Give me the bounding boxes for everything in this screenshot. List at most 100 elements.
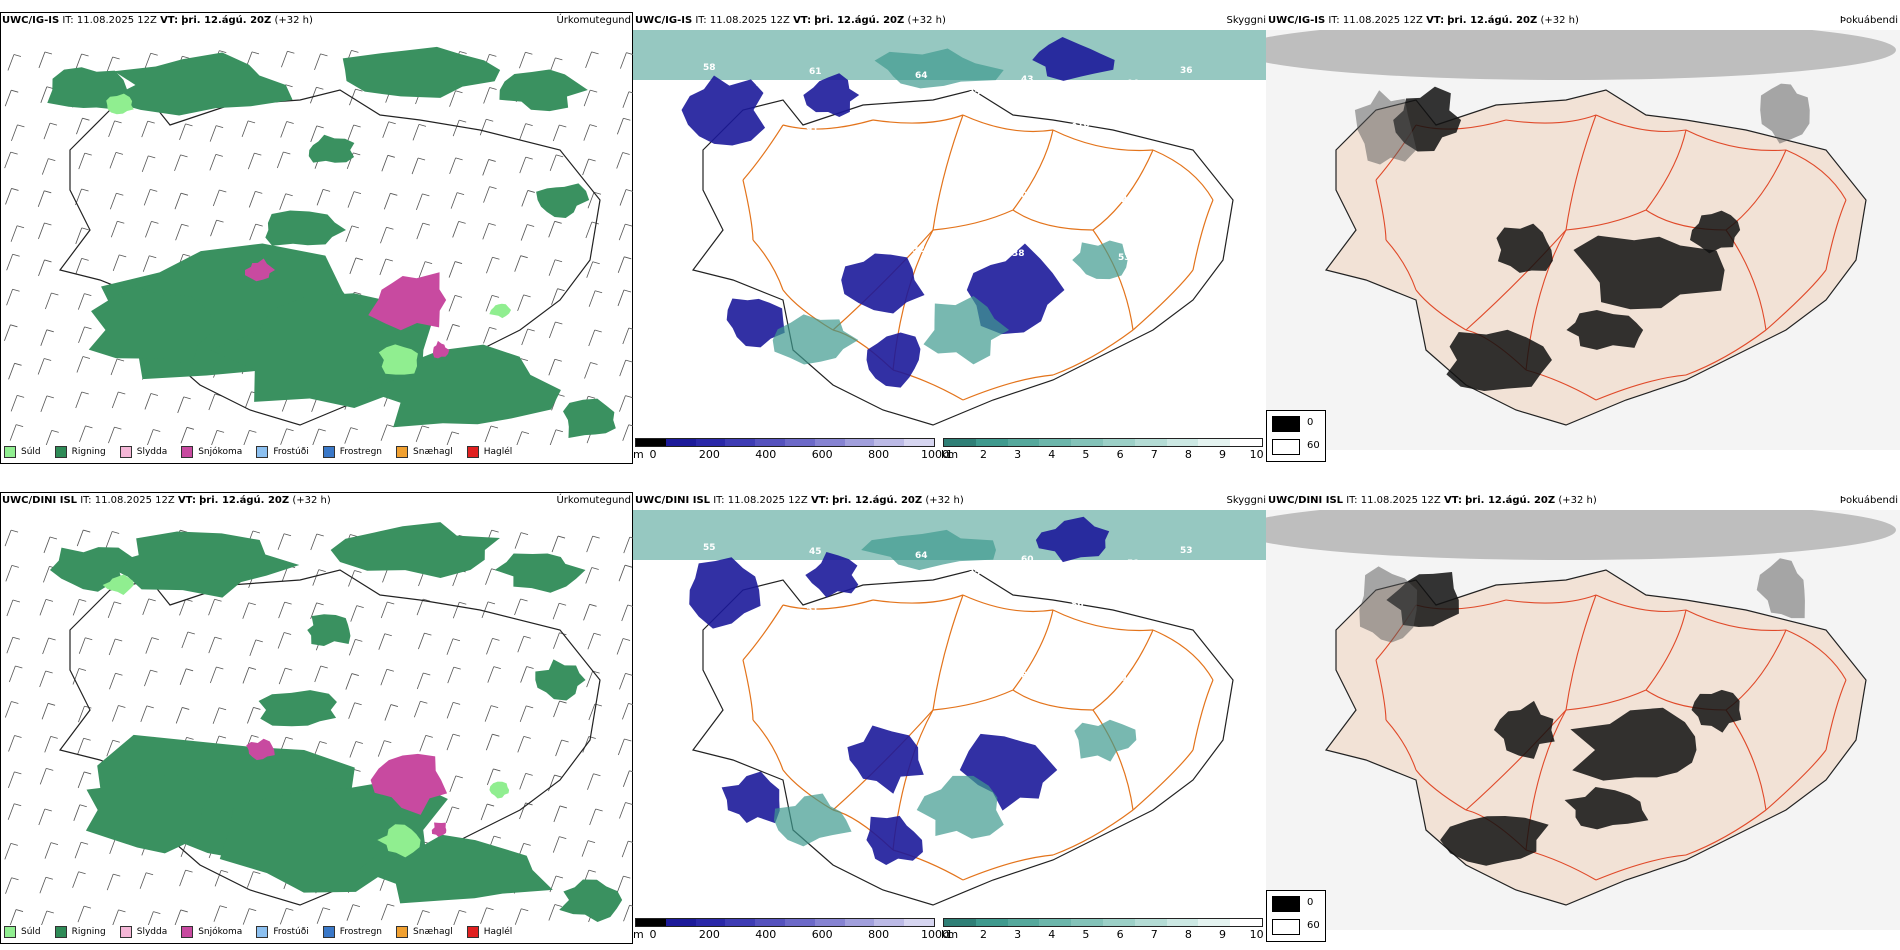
precip-area [307, 614, 351, 646]
wind-barb [43, 122, 58, 140]
wind-barb [247, 152, 262, 170]
precip-type-panel-top: UWC/IG-IS IT: 11.08.2025 12Z VT: þri. 12… [0, 12, 633, 464]
precip-area [246, 738, 275, 761]
wind-barb [551, 288, 565, 305]
road-line [1505, 594, 1597, 604]
legend-swatch [119, 926, 132, 938]
panel-header: UWC/DINI ISL IT: 11.08.2025 12Z VT: þri.… [633, 492, 1266, 510]
wind-barb [381, 154, 395, 172]
road-line [742, 124, 784, 181]
wind-barb [208, 393, 222, 411]
precip-area [841, 253, 925, 314]
ceiling-ticks: 0 200 400 600 800 1000 [635, 927, 950, 941]
wind-barb [350, 605, 364, 622]
ceiling-value-label: 74 [1018, 613, 1031, 623]
colorbar-tick: 4 [1048, 928, 1056, 941]
wind-barb [6, 636, 20, 654]
precip-area [1493, 700, 1555, 759]
wind-barb [548, 321, 563, 339]
precip-area [681, 75, 766, 146]
wind-barb [38, 259, 52, 277]
ceiling-colorbar: 0 200 400 600 800 1000 m [633, 918, 950, 941]
wind-barb [519, 156, 533, 174]
road-line [742, 179, 754, 241]
colorbar-tick: 2 [980, 448, 988, 461]
wind-barb [484, 425, 499, 443]
wind-barb [243, 429, 257, 445]
wind-barb [549, 429, 564, 445]
precip-area [308, 134, 355, 163]
road-line [1012, 689, 1094, 711]
wind-barb [622, 770, 633, 787]
colorbar-tick: 9 [1218, 448, 1226, 461]
legend-item: Frostúði [256, 926, 309, 938]
legend-swatch [322, 446, 335, 458]
ceiling-value-label: 33 [1074, 92, 1087, 102]
ceiling-value-label: 310 [1071, 120, 1090, 130]
wind-barb [44, 735, 58, 753]
valid-time: þri. 12.ágú. 20Z [199, 495, 290, 506]
legend-swatch [256, 446, 269, 458]
ceiling-value-label: 465 [1068, 658, 1087, 668]
ceiling-value-label: 70 [1015, 191, 1028, 201]
wind-barb [521, 190, 535, 207]
wind-barb [620, 52, 633, 69]
precip-area [536, 183, 590, 218]
wind-barb [483, 186, 497, 203]
wind-barb [248, 191, 263, 208]
road-line [932, 114, 964, 231]
ceiling-value-label: 659 [912, 609, 931, 619]
wind-barb [75, 53, 89, 71]
ceiling-value-label: 51 [1127, 559, 1140, 569]
legend-item: Frostúði [256, 446, 309, 458]
precip-area [265, 210, 346, 246]
fog-legend-dark [1272, 416, 1300, 432]
colorbar-tick: 6 [1116, 928, 1124, 941]
wind-barb [418, 261, 433, 278]
wind-barb [621, 604, 633, 622]
ceiling-value-label: 64 [915, 551, 928, 561]
road-line [1192, 679, 1214, 751]
wind-barb [621, 840, 633, 858]
wind-barb [514, 908, 529, 925]
wind-barb [181, 631, 195, 649]
road-line [1132, 269, 1194, 331]
panel-title: Skyggni [1226, 495, 1266, 506]
ceiling-value-label: 40 [756, 560, 769, 570]
wind-barb [10, 225, 25, 242]
ceiling-value-label: 33 [862, 564, 875, 574]
wind-barb [514, 255, 528, 272]
wind-barb [249, 223, 263, 241]
visibility-panel-top: UWC/IG-IS IT: 11.08.2025 12Z VT: þri. 12… [633, 12, 1266, 464]
road-line [1595, 374, 1687, 401]
ceiling-value-label: 99 [962, 654, 975, 664]
colorbar-tick: 400 [755, 448, 777, 461]
wind-barb [588, 329, 602, 347]
wind-barb [316, 907, 331, 924]
wind-barb [39, 876, 53, 894]
ceiling-value-label: 56 [859, 622, 872, 632]
wind-barb [72, 598, 87, 616]
wind-barb [110, 220, 125, 238]
road-line [1152, 149, 1214, 201]
road-line [1465, 709, 1567, 811]
init-time: 11.08.2025 12Z [94, 495, 175, 506]
wind-barb [247, 707, 261, 724]
wind-barb [179, 123, 193, 141]
road-line [1505, 114, 1597, 124]
ceiling-value-label: 39 [862, 84, 875, 94]
fog-legend-dark-label: 0 [1307, 417, 1314, 428]
precip-area [866, 332, 921, 388]
road-line [1685, 809, 1767, 856]
wind-barb [517, 294, 531, 312]
precip-map [4, 522, 633, 925]
wind-barb [446, 431, 460, 445]
wind-barb [487, 666, 501, 683]
wind-barb [618, 564, 633, 582]
ceiling-value-label: 38 [1012, 249, 1025, 259]
init-time: 11.08.2025 12Z [76, 15, 157, 26]
ceiling-value-label: 26 [800, 721, 813, 731]
road-line [1565, 209, 1647, 231]
precip-area [431, 822, 447, 838]
legend-item: Snjókoma [181, 926, 242, 938]
